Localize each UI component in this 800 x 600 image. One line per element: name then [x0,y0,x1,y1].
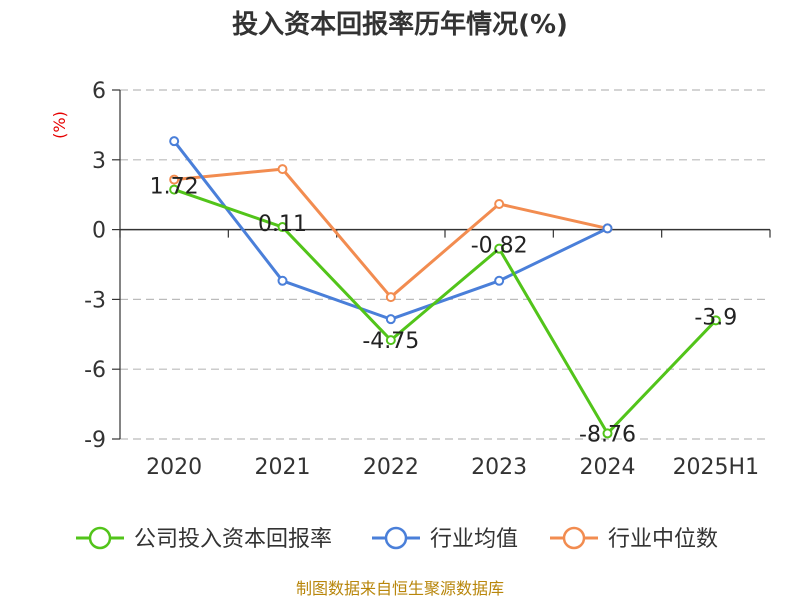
legend-label: 公司投入资本回报率 [134,527,332,552]
series-lines [169,136,721,439]
legend-label: 行业均值 [430,527,518,552]
series-line-0 [173,188,717,435]
legend-marker [88,526,112,550]
y-tick-label: -3 [84,288,106,313]
x-tick-label: 2023 [471,455,527,480]
x-tick-label: 2020 [146,455,202,480]
y-axis-unit: (%) [50,111,69,139]
legend-item-2[interactable]: 行业中位数 [550,526,718,552]
data-point [602,428,613,439]
data-point [169,184,180,195]
data-point [385,314,396,325]
x-tick-label: 2025H1 [673,455,760,480]
data-label: 1.72 [150,175,199,200]
x-tick-label: 2022 [363,455,419,480]
data-point [277,275,288,286]
y-tick-label: -6 [84,358,106,383]
data-label: 0.11 [258,212,307,237]
data-labels: 1.72 0.11 -4.75 -0.82 -8.76 -3.9 [150,175,738,448]
legend-label: 行业中位数 [608,527,718,552]
y-tick-label: 3 [92,149,106,174]
legend-item-1[interactable]: 行业均值 [372,526,518,552]
data-point [494,243,505,254]
data-point [494,199,505,210]
data-point [277,164,288,175]
axes: 6 3 0 -3 -6 -9 2020 2021 2022 2023 2024 2025H1 [84,79,771,480]
y-tick-label: 0 [92,219,106,244]
data-point [277,222,288,233]
legend-item-0[interactable]: 公司投入资本回报率 [76,526,332,552]
source-note: 制图数据来自恒生聚源数据库 [296,579,504,598]
x-tick-label: 2024 [580,455,636,480]
data-point [494,275,505,286]
legend: 公司投入资本回报率 行业均值 行业中位数 [76,526,718,552]
data-label: -8.76 [579,422,636,447]
legend-marker [384,526,408,550]
data-point [710,315,721,326]
chart-title: 投入资本回报率历年情况(%) [232,9,568,40]
series-line-2 [174,167,608,299]
x-tick-label: 2021 [255,455,311,480]
data-point [385,292,396,303]
data-point [169,136,180,147]
data-label: -0.82 [471,234,528,259]
data-point [169,174,180,185]
y-tick-label: -9 [84,428,106,453]
gridlines [120,89,770,440]
legend-marker [562,526,586,550]
data-label: -4.75 [362,329,419,354]
data-point [385,335,396,346]
data-point [602,223,613,234]
y-tick-label: 6 [92,79,106,104]
data-label: -3.9 [694,305,737,330]
